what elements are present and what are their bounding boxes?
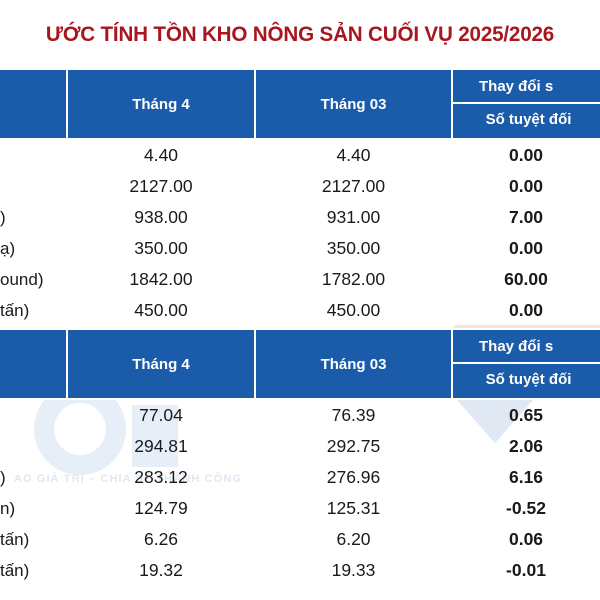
table-2-header-month-current: Tháng 4 — [66, 328, 256, 400]
table-2-header-row: Tháng 4 Tháng 03 Thay đổi s Số tuyệt đối — [0, 328, 600, 400]
row-value-previous: 4.40 — [336, 145, 371, 165]
row-value-change: 0.00 — [508, 238, 544, 258]
row-value-previous: 276.96 — [326, 467, 381, 487]
row-value-current: 1842.00 — [129, 269, 193, 289]
table-1-body: 4.40 4.40 0.00 2127.00 2127.00 0.00 ) 93… — [0, 139, 600, 326]
row-value-current: 294.81 — [134, 436, 188, 456]
table-2-header-change-group: Thay đổi s — [453, 330, 600, 364]
row-value-change: 6.16 — [508, 467, 544, 487]
table-row: 294.81 292.75 2.06 — [0, 431, 600, 462]
row-label: tấn) — [0, 560, 30, 580]
row-value-current: 938.00 — [134, 207, 188, 227]
row-value-previous: 292.75 — [326, 436, 381, 456]
table-row: 4.40 4.40 0.00 — [0, 139, 600, 171]
table-1-header-change: Thay đổi s Số tuyệt đối — [451, 68, 600, 140]
table-1-header-row: Tháng 4 Tháng 03 Thay đổi s Số tuyệt đối — [0, 68, 600, 140]
row-value-change: -0.52 — [506, 498, 546, 518]
table-1-header-change-group: Thay đổi s — [453, 70, 600, 104]
row-value-previous: 2127.00 — [321, 176, 386, 196]
table-2-header: Tháng 4 Tháng 03 Thay đổi s Số tuyệt đối — [0, 328, 600, 400]
table-1-header-change-sub: Số tuyệt đối — [453, 104, 600, 136]
table-2-header-change-sub: Số tuyệt đối — [453, 364, 600, 396]
table-1-header-month-current: Tháng 4 — [66, 68, 256, 140]
row-label — [0, 431, 67, 462]
row-label — [0, 399, 67, 431]
row-value-previous: 931.00 — [326, 207, 381, 227]
table-row: ound) 1842.00 1782.00 60.00 — [0, 264, 600, 295]
row-label: ) — [0, 467, 6, 487]
row-value-change: 2.06 — [508, 436, 544, 456]
row-value-current: 6.26 — [143, 529, 179, 549]
table-1-header: Tháng 4 Tháng 03 Thay đổi s Số tuyệt đối — [0, 68, 600, 140]
row-label: ) — [0, 207, 6, 227]
row-value-previous: 450.00 — [326, 300, 381, 320]
table-row: tấn) 6.26 6.20 0.06 — [0, 524, 600, 555]
row-label: tấn) — [0, 300, 30, 320]
page-title: ƯỚC TÍNH TỒN KHO NÔNG SẢN CUỐI VỤ 2025/2… — [45, 22, 555, 46]
row-label — [0, 139, 67, 171]
row-value-previous: 6.20 — [336, 529, 371, 549]
table-row: tấn) 19.32 19.33 -0.01 — [0, 555, 600, 586]
row-value-previous: 1782.00 — [321, 269, 386, 289]
row-value-previous: 125.31 — [326, 498, 381, 518]
row-value-change: 7.00 — [508, 207, 544, 227]
stock-estimate-table-1: Tháng 4 Tháng 03 Thay đổi s Số tuyệt đối… — [0, 68, 600, 326]
row-value-current: 2127.00 — [129, 176, 193, 196]
row-value-current: 124.79 — [134, 498, 188, 518]
table-row: ) 283.12 276.96 6.16 — [0, 462, 600, 493]
table-row: 2127.00 2127.00 0.00 — [0, 171, 600, 202]
row-value-previous: 19.33 — [331, 560, 376, 580]
row-value-change: 0.00 — [508, 300, 544, 320]
table-2-body: 77.04 76.39 0.65 294.81 292.75 2.06 ) 28… — [0, 399, 600, 586]
row-label: tấn) — [0, 529, 30, 549]
row-value-change: 60.00 — [504, 269, 548, 289]
table-1-header-month-previous: Tháng 03 — [254, 68, 453, 140]
row-label: ound) — [0, 269, 44, 289]
row-value-current: 4.40 — [143, 145, 179, 165]
table-2-header-blank — [0, 328, 68, 400]
table-row: ạ) 350.00 350.00 0.00 — [0, 233, 600, 264]
row-value-current: 77.04 — [139, 405, 183, 425]
row-value-change: 0.00 — [508, 176, 544, 196]
table-row: n) 124.79 125.31 -0.52 — [0, 493, 600, 524]
row-value-change: -0.01 — [506, 560, 546, 580]
table-1-header-blank — [0, 68, 68, 140]
table-row: 77.04 76.39 0.65 — [0, 399, 600, 431]
row-value-change: 0.65 — [508, 405, 544, 425]
table-2-header-change: Thay đổi s Số tuyệt đối — [451, 328, 600, 400]
row-value-change: 0.06 — [508, 529, 544, 549]
row-value-current: 350.00 — [134, 238, 188, 258]
table-2-header-month-previous: Tháng 03 — [254, 328, 453, 400]
row-label: ạ) — [0, 238, 16, 258]
table-row: tấn) 450.00 450.00 0.00 — [0, 295, 600, 326]
stock-estimate-table-2: Tháng 4 Tháng 03 Thay đổi s Số tuyệt đối… — [0, 328, 600, 586]
row-label — [0, 171, 67, 202]
row-value-previous: 350.00 — [326, 238, 381, 258]
row-value-current: 19.32 — [139, 560, 183, 580]
row-label: n) — [0, 498, 16, 518]
row-value-current: 283.12 — [134, 467, 188, 487]
row-value-change: 0.00 — [508, 145, 544, 165]
row-value-previous: 76.39 — [331, 405, 376, 425]
row-value-current: 450.00 — [134, 300, 188, 320]
table-row: ) 938.00 931.00 7.00 — [0, 202, 600, 233]
